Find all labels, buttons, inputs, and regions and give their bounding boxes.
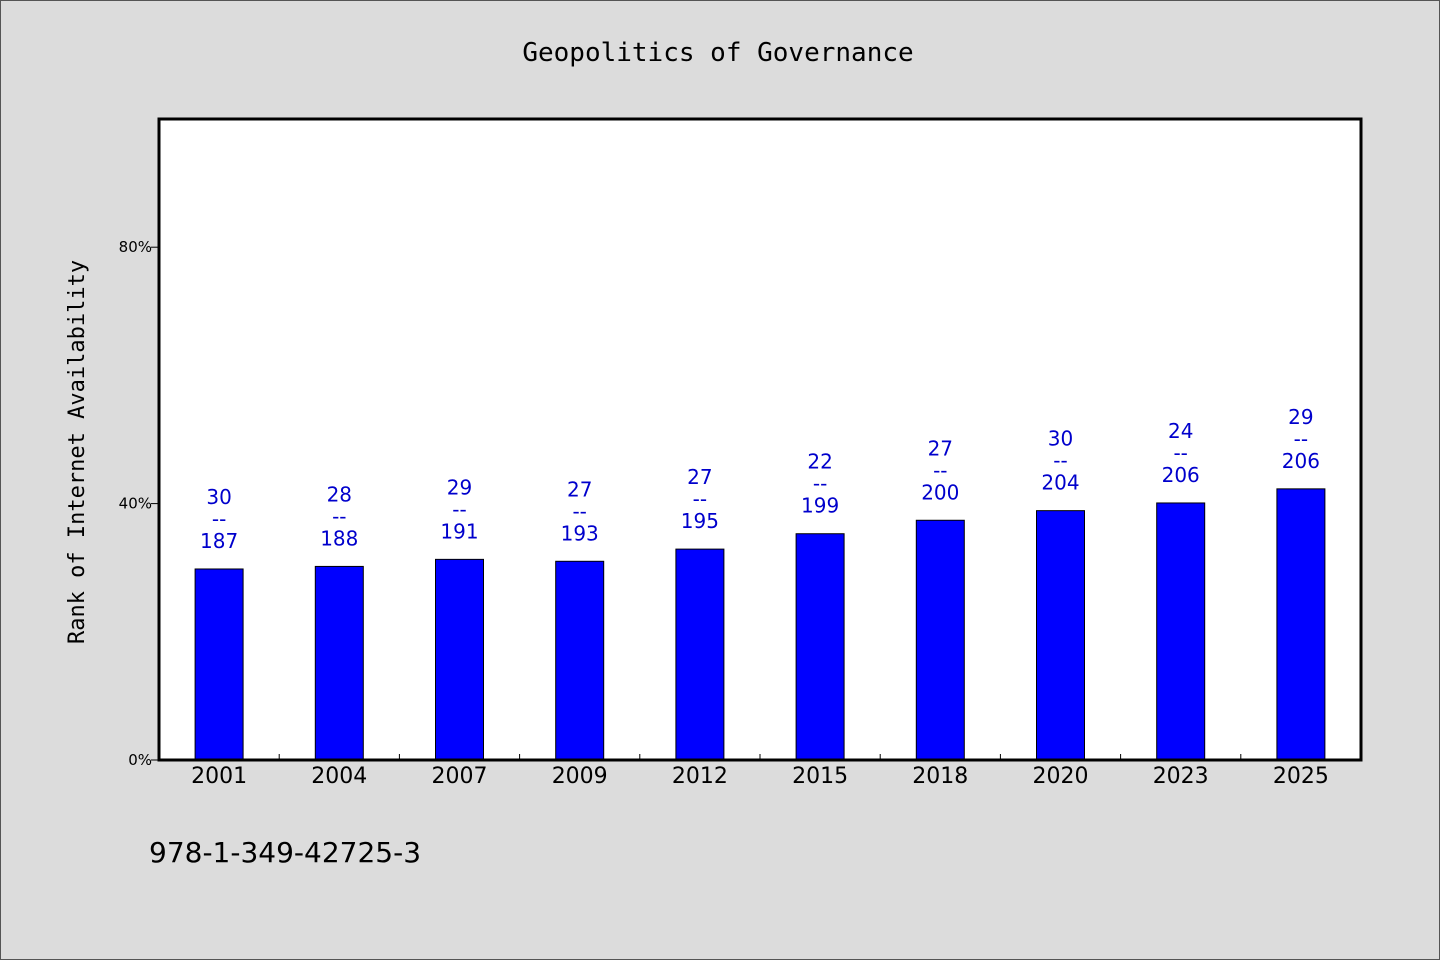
bar-2018	[915, 519, 965, 761]
bars-group	[194, 488, 1326, 761]
x-axis-ticks: 2001 2004 2007 2009 2012 2015 2018 2020 2023 2025	[191, 754, 1329, 789]
data-label-rank-2018: 27	[928, 436, 953, 460]
x-tick-label-2015: 2015	[792, 764, 848, 789]
bar-2007	[435, 558, 484, 761]
data-label-sep-2007: --	[452, 497, 466, 521]
data-label-rank-2007: 29	[447, 475, 472, 499]
data-label-rank-2025: 29	[1288, 405, 1313, 429]
data-label-total-2025: 206	[1282, 449, 1320, 473]
data-label-total-2012: 195	[681, 509, 719, 533]
plot-border	[157, 117, 1363, 762]
data-label-total-2004: 188	[320, 526, 358, 550]
data-label-total-2020: 204	[1041, 471, 1079, 495]
data-label-total-2015: 199	[801, 494, 839, 518]
data-label-rank-2020: 30	[1048, 427, 1073, 451]
data-labels-group: 30--18728--18829--19127--19327--19522--1…	[200, 405, 1320, 553]
data-label-total-2001: 187	[200, 529, 238, 553]
data-label-sep-2023: --	[1173, 441, 1187, 465]
data-label-total-2023: 206	[1162, 463, 1200, 487]
y-tick-label-80: 80%	[119, 238, 152, 256]
data-label-sep-2012: --	[693, 487, 707, 511]
x-tick-label-2025: 2025	[1273, 764, 1329, 789]
x-tick-label-2001: 2001	[191, 764, 247, 789]
bar-2009	[555, 560, 605, 761]
bar-2023	[1156, 502, 1206, 761]
data-label-sep-2004: --	[332, 504, 346, 528]
data-label-rank-2012: 27	[687, 465, 712, 489]
data-label-sep-2009: --	[572, 499, 586, 523]
data-label-rank-2001: 30	[206, 485, 231, 509]
y-tick-label-0: 0%	[128, 751, 152, 769]
data-label-sep-2018: --	[933, 458, 947, 482]
data-label-rank-2009: 27	[567, 477, 592, 501]
bar-2012	[675, 548, 725, 761]
data-label-total-2007: 191	[440, 519, 478, 543]
bar-2004	[314, 565, 364, 761]
data-label-total-2018: 200	[921, 480, 959, 504]
data-label-sep-2015: --	[813, 472, 827, 496]
x-tick-label-2004: 2004	[311, 764, 367, 789]
x-tick-label-2007: 2007	[432, 764, 488, 789]
bar-2015	[795, 533, 845, 761]
bar-2001	[194, 568, 244, 761]
bar-2025	[1276, 488, 1326, 761]
data-label-sep-2001: --	[212, 507, 226, 531]
data-label-sep-2020: --	[1053, 449, 1067, 473]
chart-title: Geopolitics of Governance	[522, 38, 913, 68]
data-label-rank-2023: 24	[1168, 419, 1193, 443]
x-tick-label-2023: 2023	[1153, 764, 1209, 789]
x-tick-label-2018: 2018	[912, 764, 968, 789]
data-label-total-2009: 193	[561, 521, 599, 545]
isbn-footer: 978-1-349-42725-3	[149, 836, 421, 869]
x-tick-label-2020: 2020	[1033, 764, 1089, 789]
x-tick-label-2009: 2009	[552, 764, 608, 789]
y-axis-label: Rank of Internet Availability	[65, 260, 90, 644]
y-axis-ticks: 0% 40% 80%	[119, 238, 159, 769]
bar-2020	[1036, 510, 1085, 761]
data-label-sep-2025: --	[1294, 427, 1308, 451]
y-tick-label-40: 40%	[119, 495, 152, 513]
x-tick-label-2012: 2012	[672, 764, 728, 789]
data-label-rank-2004: 28	[327, 482, 352, 506]
data-label-rank-2015: 22	[807, 450, 832, 474]
